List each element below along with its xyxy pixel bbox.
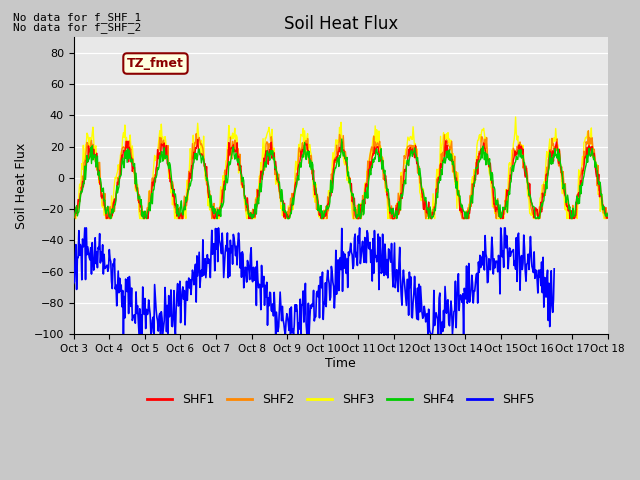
X-axis label: Time: Time: [325, 357, 356, 370]
Title: Soil Heat Flux: Soil Heat Flux: [284, 15, 398, 33]
Text: TZ_fmet: TZ_fmet: [127, 57, 184, 70]
Text: No data for f_SHF_2: No data for f_SHF_2: [13, 22, 141, 33]
Legend: SHF1, SHF2, SHF3, SHF4, SHF5: SHF1, SHF2, SHF3, SHF4, SHF5: [142, 388, 539, 411]
Text: No data for f_SHF_1: No data for f_SHF_1: [13, 12, 141, 23]
Y-axis label: Soil Heat Flux: Soil Heat Flux: [15, 143, 28, 229]
